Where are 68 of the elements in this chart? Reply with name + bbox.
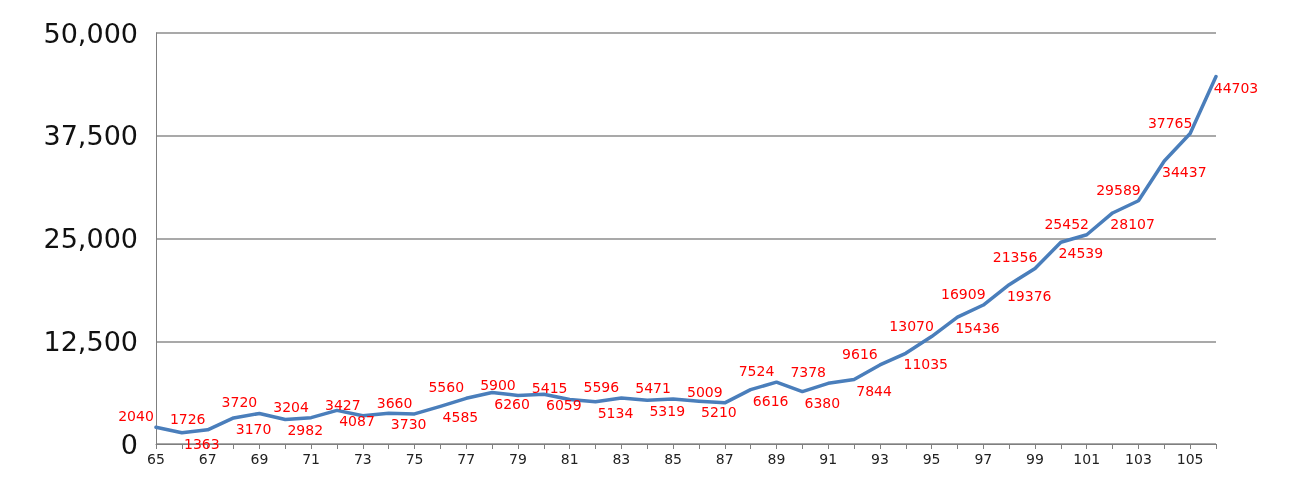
data-label: 15436 <box>955 320 1000 337</box>
data-label: 6260 <box>494 395 530 412</box>
data-label: 28107 <box>1110 215 1155 232</box>
x-tick-label: 103 <box>1125 451 1152 467</box>
data-label: 6380 <box>804 394 841 411</box>
data-label: 3730 <box>390 416 427 433</box>
data-label: 34437 <box>1162 163 1207 180</box>
data-label: 5009 <box>686 383 723 400</box>
data-label: 11035 <box>903 356 949 373</box>
data-label: 21356 <box>992 249 1038 266</box>
data-label: 24539 <box>1058 245 1104 262</box>
data-label: 3204 <box>273 398 310 415</box>
x-tick-label: 87 <box>715 451 734 467</box>
x-tick-label: 85 <box>664 451 682 467</box>
x-tick-label: 65 <box>147 451 165 467</box>
data-label: 44703 <box>1213 79 1259 96</box>
y-tick-label: 25,000 <box>43 223 138 254</box>
data-label: 3720 <box>221 394 258 411</box>
data-label: 4585 <box>442 409 479 426</box>
x-tick-label: 95 <box>922 451 941 467</box>
y-tick-label: 37,500 <box>43 120 138 152</box>
data-label: 7524 <box>738 363 775 380</box>
data-label: 1363 <box>184 435 220 452</box>
x-tick-label: 73 <box>353 451 372 467</box>
data-label: 5319 <box>649 403 686 420</box>
data-label: 4087 <box>339 413 375 430</box>
data-label: 1726 <box>169 410 206 427</box>
y-tick-label: 12,500 <box>43 325 138 357</box>
data-label: 19376 <box>1006 287 1052 304</box>
x-tick-label: 79 <box>509 451 527 467</box>
x-tick-label: 99 <box>1026 451 1044 467</box>
data-label: 7378 <box>790 364 827 381</box>
data-label: 13070 <box>889 317 934 334</box>
data-label: 5415 <box>531 380 568 397</box>
data-label: 29589 <box>1096 181 1141 198</box>
data-label: 16909 <box>941 286 986 303</box>
x-tick-label: 101 <box>1073 451 1101 467</box>
x-tick-label: 97 <box>974 451 993 467</box>
x-tick-label: 75 <box>405 451 424 467</box>
x-tick-label: 69 <box>250 451 269 467</box>
x-tick-label: 105 <box>1176 451 1204 467</box>
data-label: 5471 <box>635 380 671 397</box>
y-tick-label: 0 <box>120 428 138 460</box>
data-label: 37765 <box>1147 114 1193 131</box>
x-tick-label: 91 <box>819 451 838 467</box>
data-label: 3170 <box>235 420 272 437</box>
y-tick-label: 50,000 <box>43 17 138 49</box>
x-tick-label: 89 <box>767 451 786 467</box>
data-label: 5560 <box>428 379 465 396</box>
x-tick-label: 71 <box>302 451 321 467</box>
x-tick-label: 81 <box>560 451 579 467</box>
x-tick-label: 77 <box>457 451 476 467</box>
data-label: 9616 <box>842 345 878 362</box>
data-label: 7844 <box>856 382 892 399</box>
data-label: 3427 <box>325 396 361 413</box>
data-label: 5596 <box>583 379 620 395</box>
data-label: 25452 <box>1044 215 1090 232</box>
data-label: 3660 <box>376 394 413 411</box>
data-label: 5134 <box>597 404 634 421</box>
data-label: 5900 <box>480 376 516 393</box>
data-label: 6059 <box>545 397 582 414</box>
data-label: 6616 <box>752 392 789 409</box>
data-label: 2982 <box>287 422 324 439</box>
x-tick-label: 83 <box>612 451 631 467</box>
x-tick-label: 67 <box>198 451 217 467</box>
x-tick-label: 93 <box>870 451 889 467</box>
data-label: 2040 <box>118 408 154 425</box>
data-label: 5210 <box>701 404 737 421</box>
